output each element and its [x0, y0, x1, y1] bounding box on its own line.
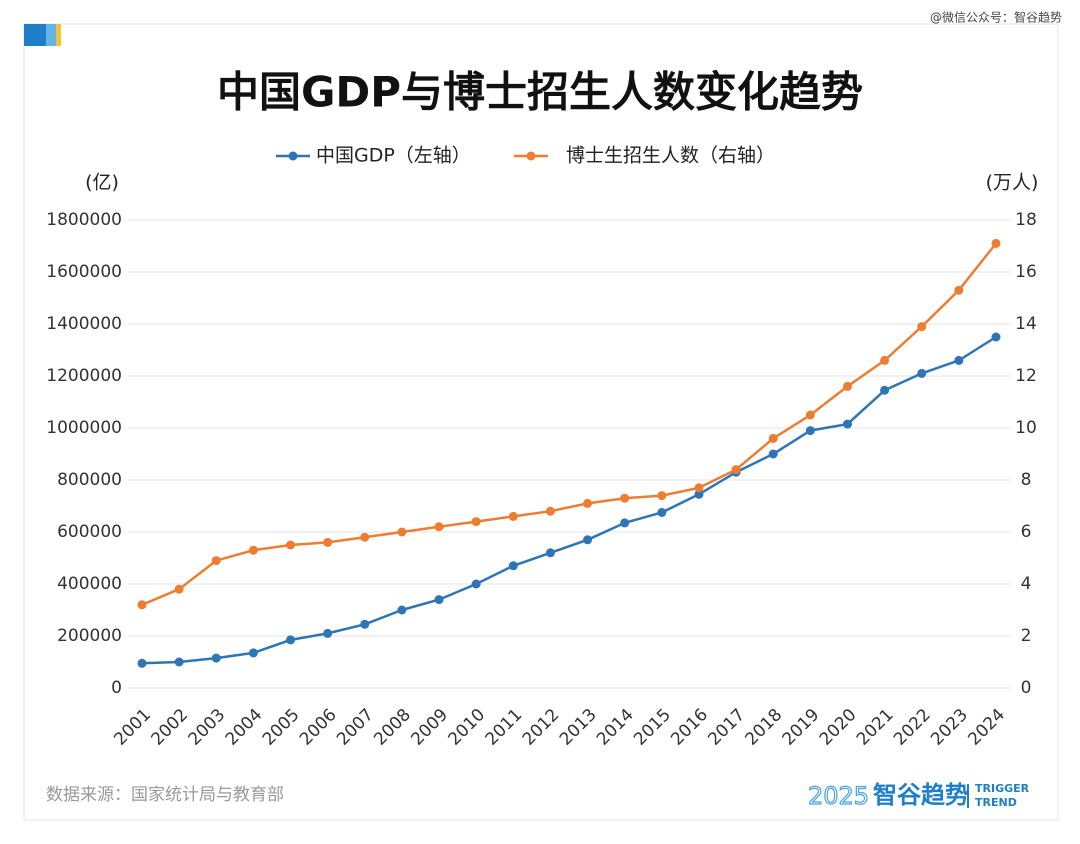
- brand-year: 2025: [808, 782, 869, 810]
- y-tick-label: 1400000: [46, 314, 122, 334]
- data-point: [991, 238, 1001, 248]
- legend-label: 博士生招生人数（右轴）: [566, 145, 775, 167]
- data-point: [434, 595, 444, 605]
- data-point: [174, 584, 184, 594]
- data-point: [137, 658, 147, 668]
- data-point: [880, 355, 890, 365]
- data-point: [917, 368, 927, 378]
- data-point: [397, 605, 407, 615]
- data-point: [545, 506, 555, 516]
- decor: [24, 24, 46, 46]
- y-tick-label: 0: [111, 678, 122, 698]
- series-line: [141, 242, 997, 606]
- y-tick-label: 1000000: [46, 418, 122, 438]
- data-point: [954, 355, 964, 365]
- data-point: [620, 518, 630, 528]
- data-point: [360, 532, 370, 542]
- data-point: [805, 426, 815, 436]
- data-point: [657, 508, 667, 517]
- chart-title: 中国GDP与博士招生人数变化趋势: [217, 68, 863, 117]
- y2-tick-label: 6: [1021, 522, 1032, 542]
- data-point: [286, 540, 296, 550]
- brand-en: TRIGGER: [975, 782, 1030, 795]
- legend-label: 中国GDP（左轴）: [316, 145, 471, 167]
- y-tick-label: 1600000: [46, 262, 122, 282]
- data-point: [211, 653, 221, 663]
- data-point: [545, 548, 555, 558]
- y-tick-label: 600000: [57, 522, 122, 542]
- card: [23, 23, 1059, 821]
- data-point: [917, 322, 927, 332]
- data-point: [954, 285, 964, 295]
- data-point: [508, 511, 518, 521]
- data-point: [508, 561, 518, 571]
- y-tick-label: 800000: [57, 470, 122, 490]
- data-point: [434, 522, 444, 532]
- y2-tick-label: 4: [1021, 574, 1032, 594]
- brand-name: 智谷趋势: [873, 781, 969, 809]
- y2-tick-label: 12: [1015, 366, 1037, 386]
- data-point: [842, 419, 852, 429]
- data-point: [471, 579, 481, 589]
- data-point: [583, 498, 593, 508]
- data-point: [286, 635, 296, 645]
- source: 数据来源：国家统计局与教育部: [46, 785, 284, 805]
- decor: [56, 24, 61, 46]
- legend-marker: [526, 151, 536, 161]
- y-tick-label: 400000: [57, 574, 122, 594]
- legend-marker: [288, 151, 298, 161]
- y-tick-label: 1800000: [46, 210, 122, 230]
- y2-tick-label: 8: [1021, 470, 1032, 490]
- y-tick-label: 200000: [57, 626, 122, 646]
- data-point: [174, 657, 184, 667]
- y2-tick-label: 18: [1015, 210, 1037, 230]
- data-point: [991, 332, 1001, 342]
- data-point: [768, 449, 778, 459]
- y2-axis-label: (万人): [986, 172, 1039, 194]
- data-point: [694, 489, 704, 499]
- y-axis-label: (亿): [85, 172, 119, 194]
- decor: [46, 24, 56, 46]
- y-tick-label: 1200000: [46, 366, 122, 386]
- data-point: [880, 385, 890, 395]
- y2-tick-label: 14: [1015, 314, 1037, 334]
- data-point: [360, 619, 370, 629]
- brand-en: TREND: [975, 796, 1017, 809]
- data-point: [657, 491, 667, 501]
- data-point: [694, 483, 704, 493]
- watermark: @微信公众号：智谷趋势: [930, 10, 1062, 25]
- data-point: [768, 433, 778, 443]
- data-point: [323, 628, 333, 638]
- y2-tick-label: 0: [1021, 678, 1032, 698]
- data-point: [583, 535, 593, 545]
- data-point: [620, 493, 630, 503]
- data-point: [842, 381, 852, 391]
- y2-tick-label: 10: [1015, 418, 1037, 438]
- data-point: [211, 556, 221, 566]
- data-point: [248, 648, 258, 658]
- y2-tick-label: 2: [1021, 626, 1032, 646]
- data-point: [471, 517, 481, 527]
- data-point: [248, 545, 258, 555]
- data-point: [323, 537, 333, 547]
- y2-tick-label: 16: [1015, 262, 1037, 282]
- data-point: [731, 465, 741, 475]
- data-point: [805, 410, 815, 420]
- series-line: [141, 335, 997, 665]
- data-point: [397, 527, 407, 537]
- data-point: [137, 600, 147, 610]
